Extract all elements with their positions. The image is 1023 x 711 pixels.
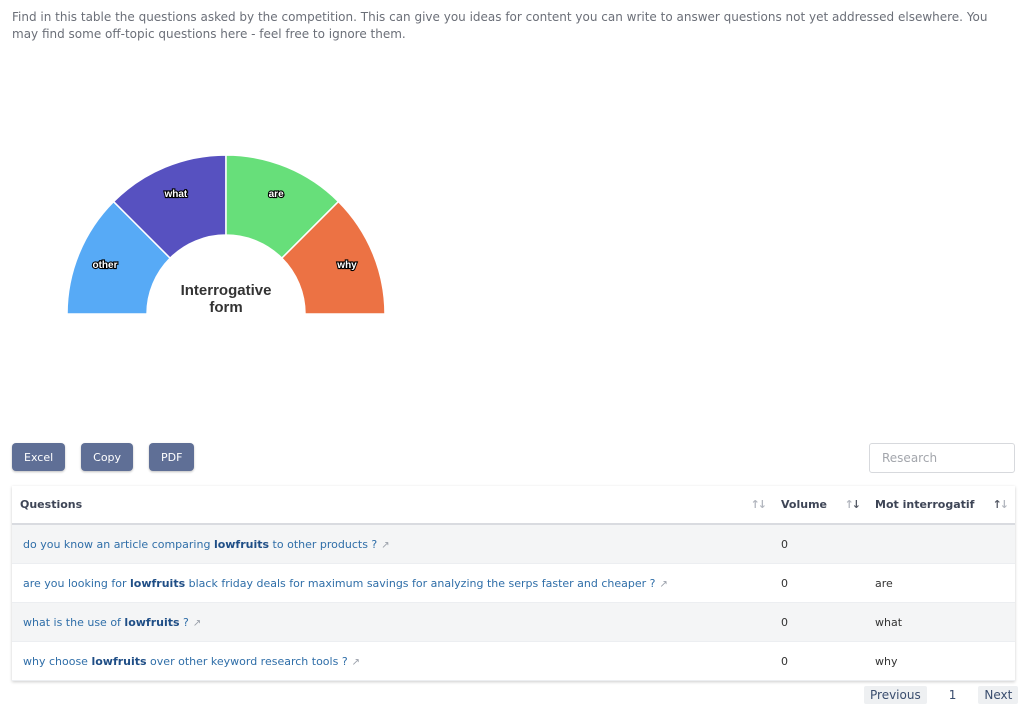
question-text-suffix: to other products ? bbox=[269, 537, 378, 551]
mot-interrogatif-cell: why bbox=[867, 641, 1015, 681]
question-text-prefix: are you looking for bbox=[23, 576, 131, 590]
external-link-icon[interactable]: ↗ bbox=[381, 539, 390, 551]
volume-cell: 0 bbox=[773, 524, 867, 564]
question-text-prefix: what is the use of bbox=[23, 615, 125, 629]
column-header-questions[interactable]: Questions ↑↓ bbox=[12, 486, 773, 525]
external-link-icon[interactable]: ↗ bbox=[351, 656, 361, 668]
volume-cell: 0 bbox=[773, 602, 867, 642]
questions-table: Questions ↑↓ Volume ↑↓ Mot interrogatif … bbox=[12, 486, 1015, 681]
pagination: Previous 1 Next bbox=[864, 686, 1019, 704]
table-row: why choose lowfruits over other keyword … bbox=[12, 641, 1015, 681]
mot-interrogatif-cell: are bbox=[867, 563, 1015, 603]
question-text-prefix: why choose bbox=[23, 654, 92, 668]
column-header-volume[interactable]: Volume ↑↓ bbox=[773, 486, 867, 525]
chart-title-line: Interrogative bbox=[181, 282, 272, 299]
copy-button[interactable]: Copy bbox=[81, 443, 134, 471]
export-toolbar: Excel Copy PDF bbox=[12, 443, 210, 471]
column-header-label: Questions bbox=[20, 498, 83, 511]
column-header-mot-interrogatif[interactable]: Mot interrogatif ↑↓ bbox=[867, 486, 1015, 525]
intro-text: Find in this table the questions asked b… bbox=[12, 10, 988, 41]
question-keyword: lowfruits bbox=[213, 537, 270, 551]
slice-label-other: other bbox=[92, 260, 117, 271]
question-keyword: lowfruits bbox=[91, 654, 147, 668]
question-link[interactable]: why choose lowfruits over other keyword … bbox=[23, 655, 348, 668]
table-row: do you know an article comparing lowfrui… bbox=[12, 524, 1015, 564]
question-text-suffix: over other keyword research tools ? bbox=[146, 654, 348, 668]
table-row: are you looking for lowfruits black frid… bbox=[12, 563, 1015, 603]
search-input[interactable] bbox=[869, 443, 1015, 473]
question-text-suffix: ? bbox=[179, 615, 189, 629]
sort-desc-icon[interactable]: ↑↓ bbox=[844, 498, 862, 511]
question-keyword: lowfruits bbox=[130, 576, 186, 590]
question-text-suffix: black friday deals for maximum savings f… bbox=[185, 576, 656, 590]
question-link[interactable]: what is the use of lowfruits ? bbox=[23, 616, 189, 629]
column-header-label: Volume bbox=[781, 498, 827, 511]
question-text-prefix: do you know an article comparing bbox=[23, 537, 214, 551]
external-link-icon[interactable]: ↗ bbox=[192, 617, 202, 629]
volume-cell: 0 bbox=[773, 563, 867, 603]
table-row: what is the use of lowfruits ? ↗ 0 what bbox=[12, 602, 1015, 642]
next-page-button[interactable]: Next bbox=[978, 686, 1019, 704]
question-cell: are you looking for lowfruits black frid… bbox=[12, 563, 773, 603]
question-keyword: lowfruits bbox=[124, 615, 180, 629]
table-header-row: Questions ↑↓ Volume ↑↓ Mot interrogatif … bbox=[12, 486, 1015, 525]
page-number[interactable]: 1 bbox=[948, 688, 957, 702]
pdf-button[interactable]: PDF bbox=[149, 443, 195, 471]
mot-interrogatif-cell bbox=[867, 524, 1015, 564]
volume-cell: 0 bbox=[773, 641, 867, 681]
mot-interrogatif-cell: what bbox=[867, 602, 1015, 642]
external-link-icon[interactable]: ↗ bbox=[659, 578, 668, 590]
slice-label-what: what bbox=[163, 189, 187, 200]
question-cell: what is the use of lowfruits ? ↗ bbox=[12, 602, 773, 642]
questions-table-container: Questions ↑↓ Volume ↑↓ Mot interrogatif … bbox=[12, 486, 1015, 681]
slice-label-why: why bbox=[336, 260, 357, 271]
question-link[interactable]: are you looking for lowfruits black frid… bbox=[23, 577, 656, 590]
previous-page-button[interactable]: Previous bbox=[864, 686, 927, 704]
slice-label-are: are bbox=[269, 189, 284, 200]
question-cell: why choose lowfruits over other keyword … bbox=[12, 641, 773, 681]
question-link[interactable]: do you know an article comparing lowfrui… bbox=[23, 538, 377, 551]
question-cell: do you know an article comparing lowfrui… bbox=[12, 524, 773, 564]
sort-asc-icon[interactable]: ↑↓ bbox=[992, 498, 1010, 511]
slice-why[interactable] bbox=[280, 200, 386, 315]
column-header-label: Mot interrogatif bbox=[875, 498, 975, 511]
chart-title-line: form bbox=[209, 299, 242, 316]
sort-icon[interactable]: ↑↓ bbox=[750, 498, 768, 511]
excel-button[interactable]: Excel bbox=[12, 443, 66, 471]
